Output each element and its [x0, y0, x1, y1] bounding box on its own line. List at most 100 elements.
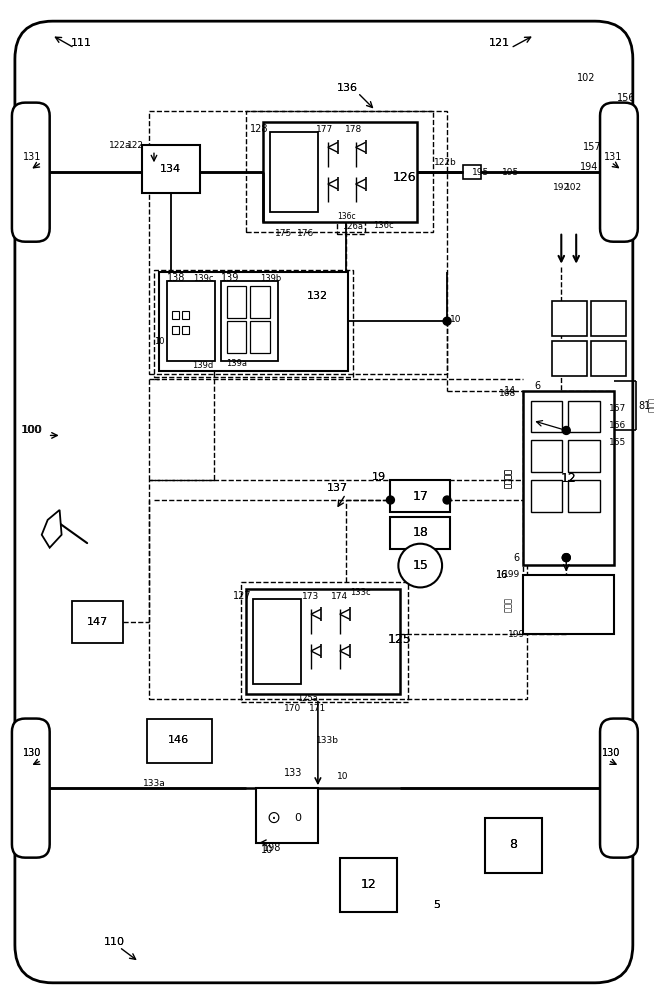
Text: 147: 147: [87, 617, 108, 627]
Text: 178: 178: [345, 125, 362, 134]
Text: 126: 126: [392, 171, 416, 184]
Text: 139: 139: [220, 273, 239, 283]
Text: 195: 195: [472, 168, 489, 177]
Bar: [553, 341, 587, 376]
Text: 199: 199: [508, 630, 525, 639]
Text: 195: 195: [502, 168, 519, 177]
Text: 168: 168: [500, 389, 517, 398]
Bar: [71, 601, 123, 643]
Bar: [530, 401, 562, 432]
Text: 127: 127: [233, 591, 251, 601]
Text: 125: 125: [387, 633, 411, 646]
Text: 19: 19: [371, 472, 385, 482]
Text: 100: 100: [22, 425, 43, 435]
Text: 6: 6: [534, 381, 541, 391]
Circle shape: [398, 544, 442, 587]
Bar: [147, 719, 212, 763]
Text: 16: 16: [496, 570, 509, 580]
Text: 102: 102: [564, 183, 582, 192]
Text: 111: 111: [71, 38, 92, 48]
Text: 130: 130: [24, 748, 42, 758]
Text: 126a: 126a: [342, 222, 363, 231]
Text: 157: 157: [583, 142, 602, 152]
Text: 12: 12: [361, 878, 377, 891]
Text: 137: 137: [327, 483, 349, 493]
Bar: [530, 480, 562, 512]
Bar: [247, 589, 400, 694]
Text: 126: 126: [392, 171, 416, 184]
Circle shape: [562, 554, 570, 562]
Text: 5: 5: [434, 900, 441, 910]
Bar: [172, 311, 179, 319]
FancyBboxPatch shape: [12, 719, 50, 858]
Bar: [247, 111, 433, 232]
Text: 146: 146: [168, 735, 190, 745]
Circle shape: [387, 496, 394, 504]
Text: 10: 10: [261, 845, 273, 855]
Text: 8: 8: [509, 838, 517, 851]
Text: 81: 81: [639, 401, 651, 411]
Text: 130: 130: [602, 748, 621, 758]
Text: 171: 171: [309, 704, 326, 713]
Text: 128: 128: [250, 124, 268, 134]
Text: 130: 130: [24, 748, 42, 758]
Text: 15: 15: [412, 559, 428, 572]
Text: 192: 192: [553, 183, 570, 192]
Bar: [149, 111, 447, 374]
Bar: [159, 272, 348, 371]
FancyArrowPatch shape: [57, 521, 87, 543]
Text: 19: 19: [371, 472, 385, 482]
Text: 139d: 139d: [192, 361, 214, 370]
Bar: [463, 165, 481, 179]
Bar: [523, 575, 614, 634]
Text: 12: 12: [560, 472, 576, 485]
Polygon shape: [42, 510, 61, 548]
Text: 198: 198: [264, 843, 282, 853]
Text: 110: 110: [104, 937, 125, 947]
Text: 10: 10: [154, 337, 165, 346]
Bar: [553, 301, 587, 336]
Text: 134: 134: [160, 164, 181, 174]
FancyBboxPatch shape: [600, 103, 638, 242]
Text: 167: 167: [610, 404, 627, 413]
Text: 175: 175: [275, 229, 292, 238]
FancyBboxPatch shape: [15, 21, 633, 983]
Text: 199: 199: [504, 570, 521, 579]
Bar: [270, 132, 318, 212]
Bar: [154, 270, 353, 377]
Text: 139b: 139b: [260, 274, 281, 283]
Text: 134: 134: [160, 164, 181, 174]
Text: 133c: 133c: [350, 588, 370, 597]
Text: 177: 177: [317, 125, 334, 134]
Text: 133a: 133a: [143, 779, 165, 788]
Text: 10: 10: [450, 315, 462, 324]
Bar: [220, 281, 278, 361]
Text: 131: 131: [24, 152, 42, 162]
Text: 15: 15: [412, 559, 428, 572]
Circle shape: [443, 496, 451, 504]
Text: 致动器: 致动器: [645, 398, 654, 413]
Text: 156: 156: [617, 93, 635, 103]
Text: 165: 165: [610, 438, 627, 447]
Text: 111: 111: [71, 38, 92, 48]
Text: 138: 138: [167, 273, 185, 283]
Text: 136c: 136c: [373, 221, 394, 230]
Circle shape: [562, 554, 570, 562]
Text: 139a: 139a: [226, 359, 247, 368]
Circle shape: [562, 426, 570, 434]
Bar: [250, 286, 270, 318]
Text: 8: 8: [509, 838, 517, 851]
Text: 132: 132: [307, 291, 328, 301]
Text: 136: 136: [337, 83, 358, 93]
Bar: [568, 440, 600, 472]
Circle shape: [443, 317, 451, 325]
Bar: [390, 480, 450, 512]
Text: 122b: 122b: [434, 158, 456, 167]
Text: 176: 176: [298, 229, 315, 238]
Bar: [568, 480, 600, 512]
Text: 12: 12: [361, 878, 377, 891]
Text: 170: 170: [284, 704, 301, 713]
Bar: [250, 321, 270, 353]
Bar: [149, 480, 526, 699]
Text: 174: 174: [331, 592, 349, 601]
